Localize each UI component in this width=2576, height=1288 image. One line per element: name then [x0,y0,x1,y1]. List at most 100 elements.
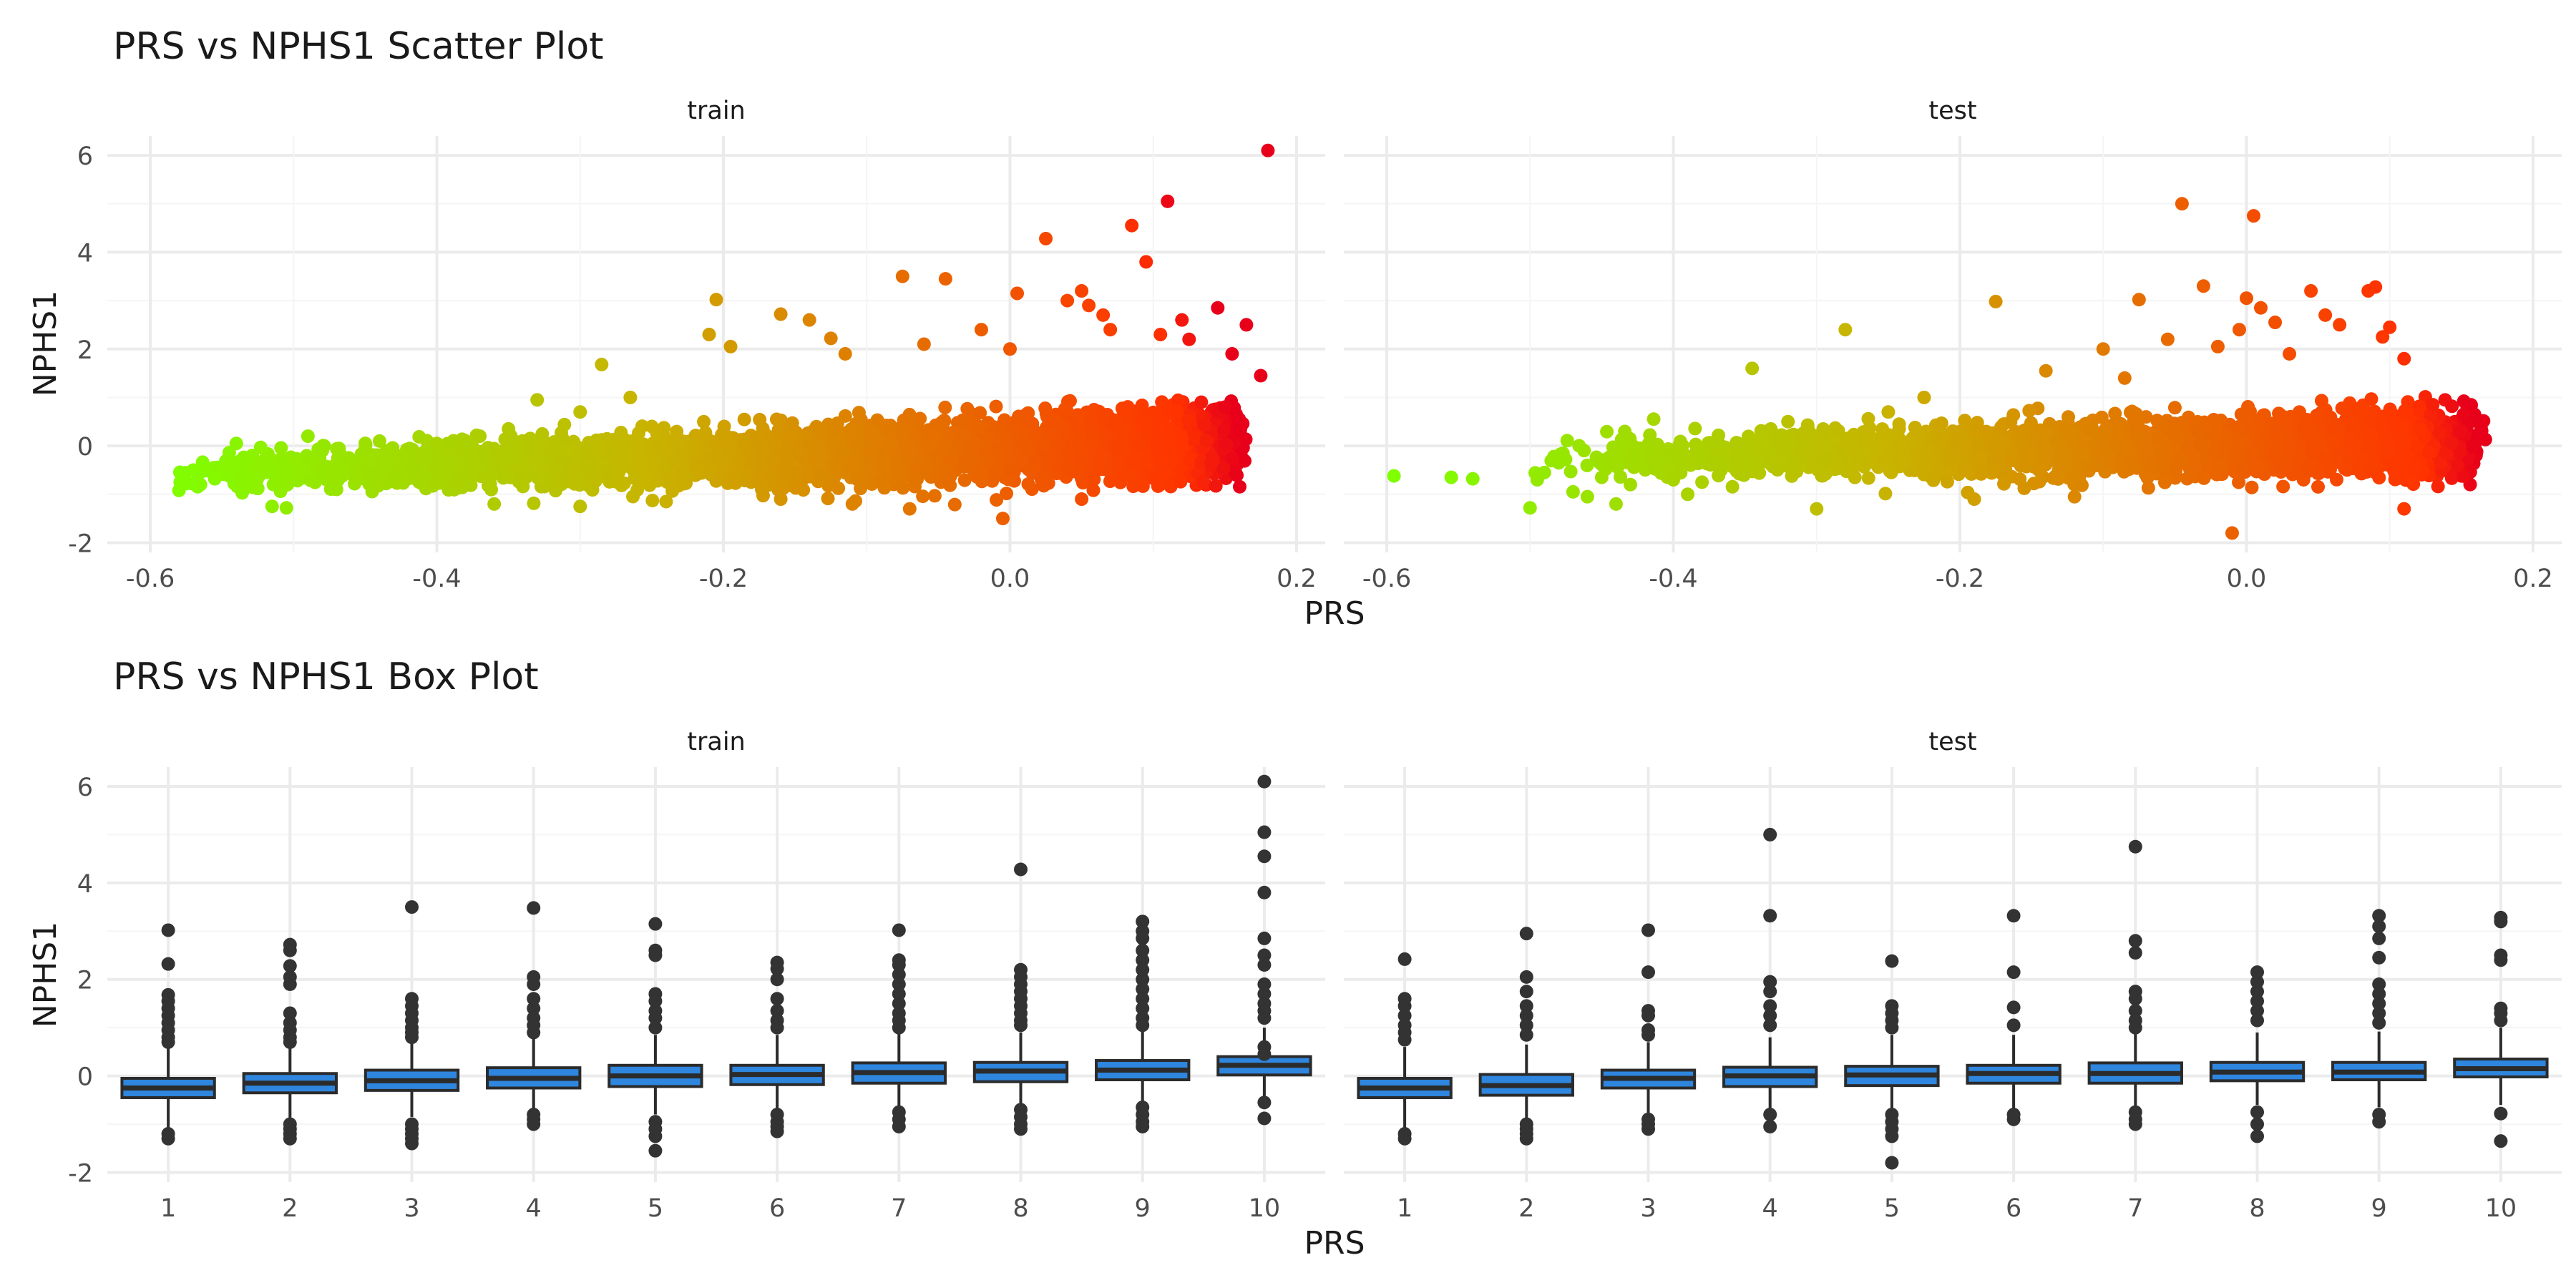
scatter-point [573,405,587,419]
y-tick-label: 4 [77,239,93,268]
y-tick-label: 0 [77,433,93,462]
scatter-point [186,463,200,477]
scatter-point [709,293,723,307]
scatter-point [2431,479,2445,494]
scatter-point [623,390,638,404]
scatter-point [1092,454,1106,468]
scatter-point [1225,347,1239,361]
scatter-point [938,400,952,414]
scatter-point [697,414,711,429]
scatter-point [1175,431,1189,445]
scatter-point [1560,434,1574,448]
scatter-point [265,499,279,514]
scatter-point [737,412,751,426]
scatter-point [1075,451,1090,465]
scatter-point [1170,404,1184,419]
scatter-point [887,448,902,462]
scatter-point [1149,434,1163,449]
scatter-point [642,439,656,453]
scatter-point [1646,412,1661,426]
scatter-point [1878,487,1893,501]
scatter-point [677,477,691,491]
scatter-point [543,445,557,459]
scatter-point [1204,456,1219,470]
scatter-point [1113,416,1128,431]
scatter-point [854,482,868,496]
scatter-point [824,331,838,346]
scatter-point [904,448,919,462]
scatter-title: PRS vs NPHS1 Scatter Plot [113,25,604,68]
scatter-point [273,484,288,499]
scatter-point [1069,412,1083,426]
scatter-point [730,454,744,469]
scatter-point [274,441,288,455]
scatter-point [327,460,341,474]
scatter-point [384,474,398,489]
scatter-point [1171,393,1185,407]
scatter-point [955,413,970,427]
scatter-point [1134,438,1148,452]
scatter-point [774,307,788,321]
scatter-point [460,464,474,479]
scatter-point [1021,477,1035,491]
scatter-point [1082,298,1096,313]
scatter-point [301,429,315,444]
scatter-point [830,416,844,430]
x-tick-label: 0.0 [990,565,1030,593]
scatter-point [286,465,301,479]
scatter-point [1061,459,1075,474]
scatter-point [1230,468,1244,482]
scatter-point [1725,479,1740,494]
scatter-point [1196,474,1210,489]
scatter-point [1226,452,1240,466]
scatter-point [530,393,545,407]
scatter-point [814,426,829,441]
scatter-point [875,457,889,472]
scatter-point [1232,412,1246,426]
scatter-point [441,483,456,497]
scatter-point [484,469,498,483]
scatter-point [1239,318,1254,332]
scatter-point [1218,400,1232,414]
scatter-point [917,337,931,351]
scatter-point [193,477,208,492]
scatter-point [784,428,798,442]
scatter-point [1194,395,1209,409]
scatter-point [523,431,537,446]
scatter-point [763,471,778,485]
scatter-point [1209,479,1223,493]
scatter-point [549,484,563,498]
scatter-point [576,464,590,479]
scatter-point [714,457,728,472]
scatter-point [1038,401,1053,416]
scatter-point [867,432,882,447]
scatter-point [659,494,673,509]
scatter-point [723,339,738,353]
scatter-point [1219,436,1234,451]
scatter-point [852,437,866,452]
scatter-point [590,472,604,486]
scatter-point [743,447,758,461]
scatter-point [957,473,972,487]
scatter-point [530,453,544,467]
scatter-point [1181,414,1195,428]
scatter-point [548,463,562,477]
scatter-point [975,474,989,489]
scatter-point [208,472,222,486]
scatter-point [670,424,684,439]
scatter-point [1060,293,1075,308]
scatter-point [898,422,912,436]
scatter-point [1254,369,1268,383]
scatter-point [686,442,701,457]
scatter-point [1138,416,1152,431]
scatter-point [873,474,887,489]
scatter-point [1087,472,1101,487]
scatter-point [1096,308,1111,322]
scatter-point [1861,471,1875,485]
scatter-point [620,448,634,462]
scatter-point [982,433,996,447]
scatter-point [567,477,582,491]
scatter-point [1232,479,1246,494]
x-tick-label: -0.4 [412,565,461,593]
